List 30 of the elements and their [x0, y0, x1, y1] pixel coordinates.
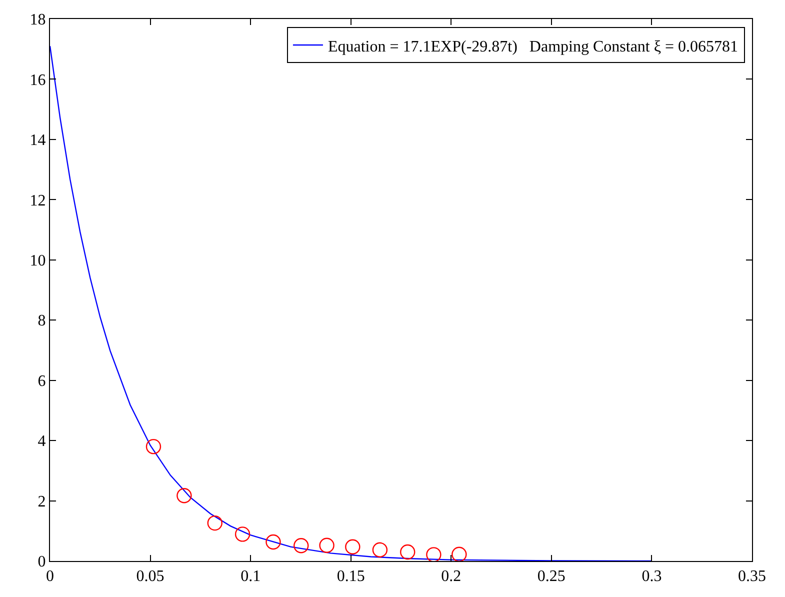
- point: [266, 534, 281, 550]
- point: [234, 526, 250, 542]
- x-tick-label: 0.05: [136, 568, 164, 586]
- x-tick-label: 0.35: [738, 568, 766, 586]
- point: [345, 539, 360, 554]
- point: [294, 538, 309, 554]
- point: [319, 538, 334, 553]
- x-tick-label: 0.15: [336, 568, 365, 586]
- y-tick-label: 18: [30, 12, 46, 29]
- point: [400, 544, 416, 560]
- point: [176, 488, 192, 504]
- legend-label: Equation = 17.1EXP(-29.87t) Damping Constant ξ = 0.065781: [328, 38, 738, 56]
- y-tick-label: 12: [30, 192, 46, 210]
- y-tick-label: 8: [38, 312, 46, 330]
- y-tick-label: 6: [38, 372, 46, 390]
- point: [372, 542, 388, 558]
- point: [146, 438, 162, 454]
- y-tick-label: 16: [30, 72, 46, 89]
- point: [426, 547, 442, 561]
- x-tick-label: 0.1: [240, 568, 261, 586]
- x-tick-label: 0.25: [537, 568, 566, 586]
- x-tick-label: 0.2: [441, 568, 462, 586]
- y-tick-label: 2: [38, 493, 46, 510]
- point: [207, 515, 222, 531]
- y-tick-label: 10: [30, 252, 46, 270]
- y-tick-label: 14: [30, 132, 46, 150]
- y-tick-label: 0: [38, 554, 46, 571]
- x-tick-label: 0.3: [642, 568, 662, 586]
- point: [452, 546, 467, 561]
- y-tick-label: 4: [38, 433, 46, 450]
